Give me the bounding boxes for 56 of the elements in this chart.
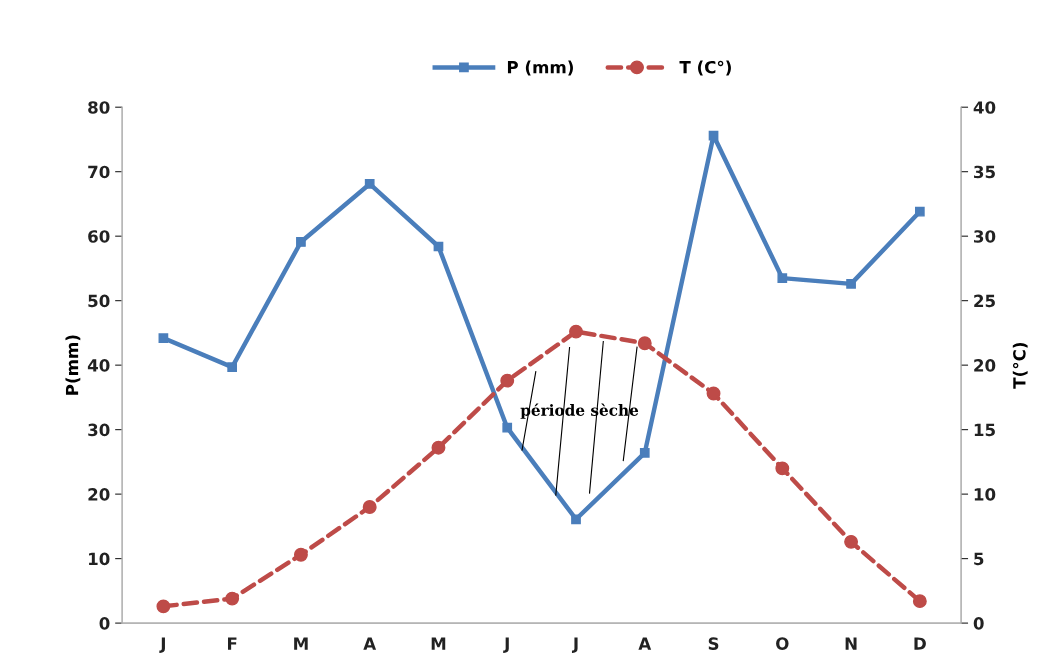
point	[777, 273, 788, 283]
point	[775, 461, 790, 476]
y-tick-label: 10	[89, 552, 110, 566]
y2-tick-label: 0	[973, 617, 984, 630]
point	[431, 440, 446, 455]
point	[158, 333, 169, 343]
x-tick-label: O	[776, 637, 789, 650]
y2-tick-label: 20	[974, 359, 996, 372]
point	[569, 324, 583, 339]
y2-tick-label: 40	[973, 101, 996, 114]
point	[706, 386, 721, 401]
point	[362, 500, 377, 514]
x-tick-label: J	[159, 637, 165, 653]
y2-tick-label: 5	[974, 552, 984, 566]
y-tick-label: 30	[88, 423, 110, 437]
x-tick-label: A	[638, 637, 652, 650]
point	[500, 373, 515, 388]
y-tick-label: 80	[88, 101, 110, 114]
point	[225, 591, 240, 606]
x-tick-label: F	[228, 637, 237, 650]
y-axis-title: P(mm)	[65, 335, 81, 395]
point	[156, 599, 171, 614]
y-tick-label: 60	[88, 230, 110, 243]
y2-tick-label: 15	[974, 423, 995, 437]
y2-tick-label: 25	[974, 294, 995, 308]
y2-tick-label: 10	[974, 488, 996, 501]
x-tick-label: J	[571, 637, 578, 653]
x-tick-label: M	[431, 637, 446, 650]
point	[571, 514, 581, 525]
y2-tick-label: 30	[974, 230, 996, 243]
x-tick-label: A	[363, 637, 377, 650]
y2-axis-title: T(°C)	[1012, 343, 1028, 389]
point	[639, 447, 650, 458]
point	[502, 422, 513, 433]
y-tick-label: 20	[88, 488, 110, 501]
y-tick-label: 70	[88, 165, 110, 179]
point	[637, 336, 652, 351]
x-tick-label: D	[914, 637, 926, 650]
point	[846, 279, 856, 289]
y-tick-label: 50	[88, 294, 110, 308]
y-tick-label: 40	[87, 359, 110, 372]
point	[293, 547, 308, 562]
point	[912, 594, 927, 609]
point	[364, 179, 375, 189]
x-tick-label: S	[708, 637, 719, 650]
point	[844, 534, 859, 549]
point	[914, 206, 925, 217]
point	[296, 237, 306, 247]
y2-tick-label: 35	[974, 165, 995, 179]
y-tick-label: 0	[99, 617, 110, 630]
x-tick-label: M	[294, 637, 308, 650]
point	[227, 362, 238, 372]
legend-label: P (mm)	[507, 60, 573, 76]
x-tick-label: J	[503, 637, 509, 653]
x-tick-label: N	[845, 637, 857, 650]
legend-label: T (C°)	[679, 60, 731, 76]
